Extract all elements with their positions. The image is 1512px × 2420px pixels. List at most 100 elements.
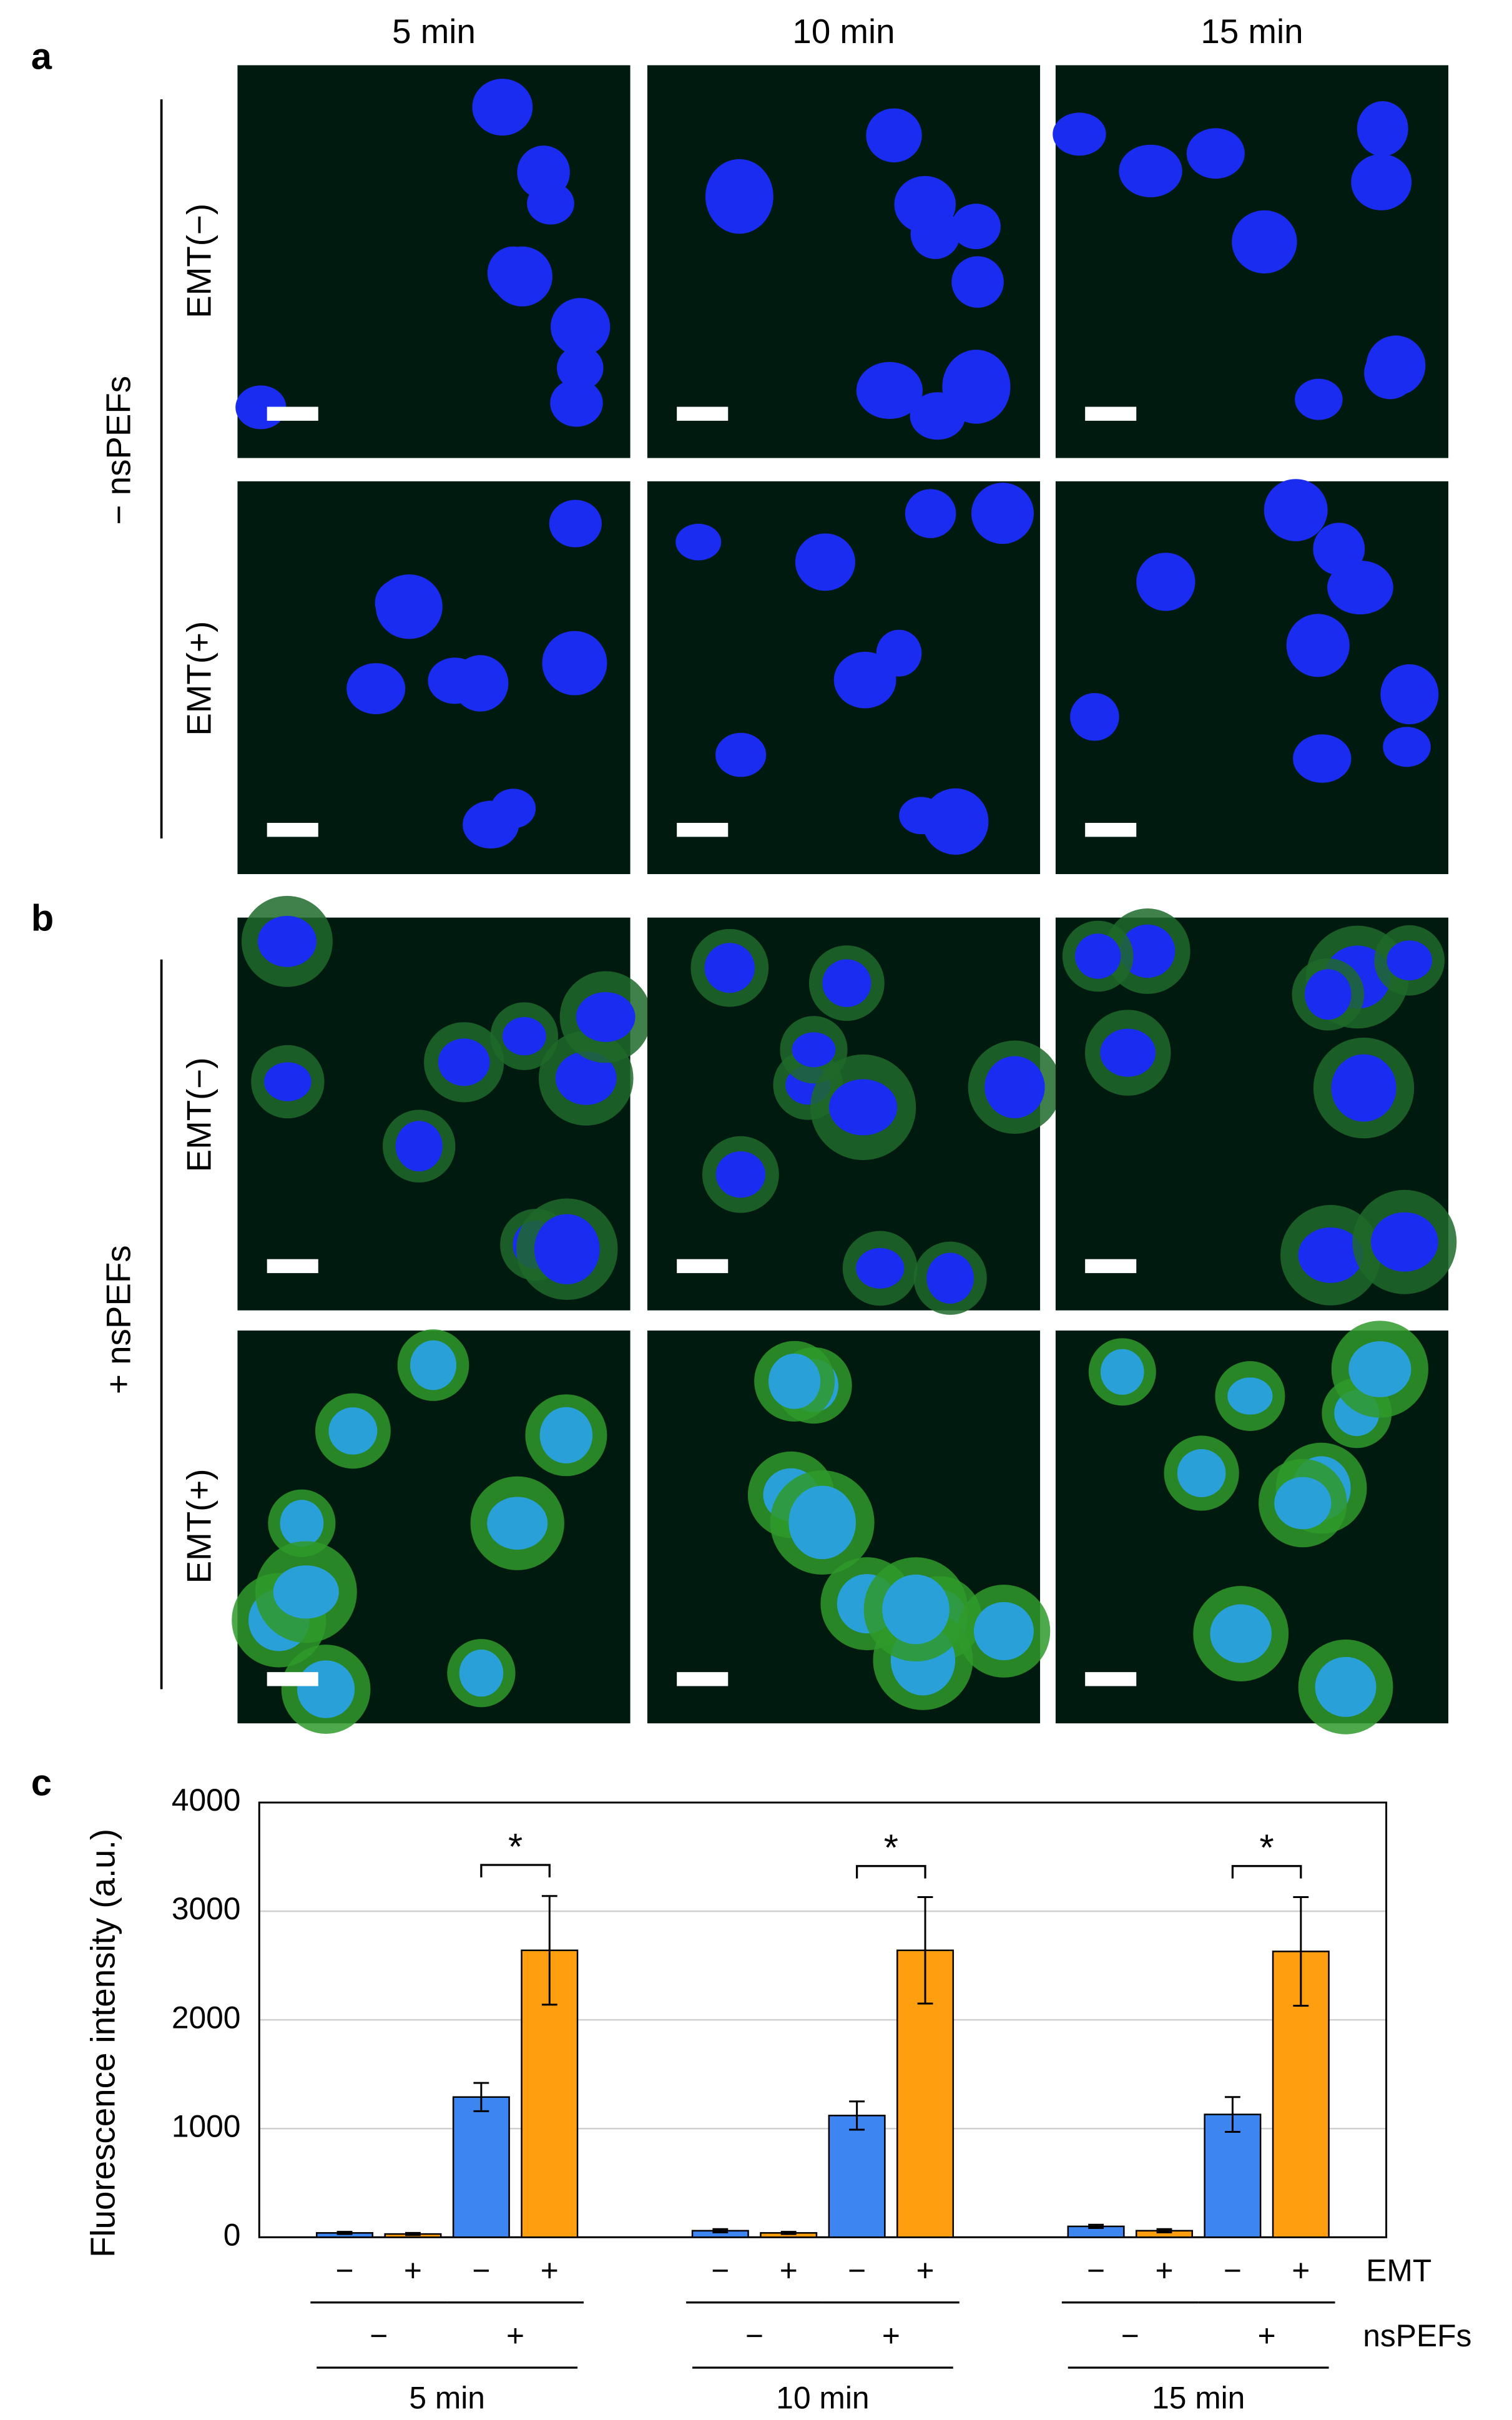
nucleus — [550, 379, 603, 427]
nucleus — [527, 182, 574, 225]
nucleus — [1177, 1449, 1226, 1497]
nucleus — [549, 499, 602, 548]
y-tick-label: 4000 — [172, 1783, 241, 1817]
plot-frame — [258, 1801, 1388, 2238]
error-bar — [405, 2231, 421, 2236]
nucleus — [1136, 553, 1195, 611]
emt-label: + — [404, 2253, 422, 2288]
emt-label: + — [1292, 2253, 1310, 2288]
nucleus — [1264, 479, 1328, 541]
micrograph — [1055, 479, 1449, 875]
nspefs-label: + — [506, 2318, 524, 2353]
nucleus — [704, 943, 755, 993]
nucleus — [452, 655, 509, 712]
nucleus — [856, 362, 923, 420]
nucleus — [1331, 1054, 1397, 1122]
nucleus — [1348, 1341, 1411, 1397]
row-label: EMT(+) — [180, 1469, 218, 1584]
micrograph — [1053, 65, 1449, 458]
scale-bar — [267, 1672, 318, 1686]
nspefs-label: + — [1258, 2318, 1276, 2353]
y-tick-label: 0 — [223, 2217, 241, 2252]
nucleus — [410, 1340, 457, 1390]
nucleus — [829, 1079, 898, 1136]
nucleus — [1380, 664, 1439, 725]
nucleus — [1315, 1656, 1377, 1717]
group-label: − nsPEFs — [99, 376, 137, 525]
column-header: 10 min — [792, 12, 895, 51]
nucleus — [951, 204, 1001, 250]
nucleus — [459, 1650, 504, 1697]
y-tick-label: 1000 — [172, 2108, 241, 2143]
scale-bar — [267, 822, 318, 837]
micrograph — [235, 65, 631, 458]
nspefs-label: + — [882, 2318, 900, 2353]
nucleus — [1298, 1227, 1363, 1283]
nucleus — [1327, 560, 1393, 615]
emt-label: − — [472, 2253, 490, 2288]
nucleus — [1100, 1028, 1156, 1077]
nucleus — [1100, 1349, 1144, 1395]
emt-label: − — [336, 2253, 354, 2288]
row-label: EMT(+) — [180, 621, 218, 736]
nucleus — [856, 1247, 905, 1289]
nucleus — [556, 345, 604, 391]
emt-label: + — [1155, 2253, 1173, 2288]
nucleus — [1070, 692, 1119, 741]
column-header: 5 min — [392, 12, 476, 51]
panel-label: b — [31, 897, 54, 938]
error-bar — [1293, 1896, 1309, 2007]
micrograph — [647, 1331, 1051, 1724]
nucleus — [675, 523, 722, 561]
panel-label: a — [31, 35, 52, 77]
nucleus — [910, 392, 966, 440]
error-bar — [712, 2228, 729, 2233]
significance-mark: * — [1259, 1827, 1274, 1869]
nucleus — [1383, 727, 1431, 767]
nucleus — [1232, 210, 1297, 273]
scale-bar — [677, 1259, 729, 1274]
nucleus — [715, 732, 767, 777]
row-label: EMT(−) — [180, 1058, 218, 1173]
nspefs-label: − — [370, 2318, 388, 2353]
nucleus — [905, 489, 956, 538]
nucleus — [1387, 940, 1433, 981]
scale-bar — [1085, 1259, 1137, 1274]
nucleus — [346, 663, 406, 714]
emt-label: + — [541, 2253, 559, 2288]
nucleus — [1351, 154, 1412, 210]
emt-label: + — [916, 2253, 935, 2288]
scale-bar — [267, 1259, 318, 1274]
emt-label: − — [711, 2253, 729, 2288]
nucleus — [492, 246, 552, 307]
nucleus — [1371, 1212, 1438, 1272]
error-bar — [541, 1895, 557, 2006]
error-bar — [849, 2100, 865, 2131]
nucleus — [795, 533, 855, 591]
micrograph — [647, 481, 1041, 875]
scale-bar — [1085, 1672, 1137, 1686]
micrograph — [237, 481, 631, 875]
emt-label: − — [1224, 2253, 1242, 2288]
nucleus — [951, 256, 1004, 308]
row-label: EMT(−) — [180, 204, 218, 318]
nucleus — [822, 959, 871, 1007]
error-bar — [780, 2231, 797, 2235]
micrograph — [232, 1329, 631, 1734]
nucleus — [263, 1062, 312, 1101]
nucleus — [792, 1032, 836, 1068]
row-title: nsPEFs — [1363, 2318, 1471, 2353]
scale-bar — [677, 1672, 729, 1686]
nucleus — [257, 915, 317, 967]
nucleus — [328, 1407, 378, 1455]
group-label: + nsPEFs — [99, 1245, 137, 1394]
micrograph — [647, 65, 1041, 458]
nucleus — [534, 1214, 600, 1284]
significance-bracket — [856, 1865, 926, 1879]
nucleus — [1186, 128, 1245, 179]
nucleus — [1210, 1604, 1272, 1663]
emt-label: + — [780, 2253, 798, 2288]
error-bar — [1088, 2223, 1104, 2229]
